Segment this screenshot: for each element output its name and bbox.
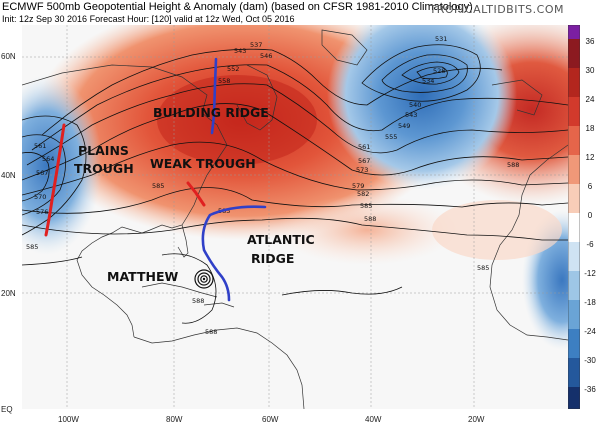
labrador-coast [236,64,278,131]
contour-label: 555 [385,133,397,141]
contour-label: 543 [234,47,246,55]
colorbar-label: 36 [585,37,595,46]
contour-labels: 531 528 534 540 543 549 555 561 567 573 … [26,35,519,336]
colorbar-label: -18 [584,298,596,307]
contour-label: 540 [409,101,421,109]
contour-label: 567 [358,157,370,165]
contour-label: 588 [205,328,217,336]
building-ridge-annotation: BUILDING RIDGE [153,105,269,120]
greenland-coast [321,29,368,66]
weak-trough-axis [186,181,206,207]
lon-label-40w: 40W [365,415,382,424]
contour-label: 561 [358,143,370,151]
plains-trough-annotation-line2: TROUGH [74,161,134,176]
building-ridge-axis [210,57,218,135]
colorbar-label: -36 [584,385,596,394]
ridge-markers [201,57,267,302]
lat-label-60n: 60N [1,52,16,61]
contour-label: 579 [352,182,364,190]
colorbar-label: 30 [585,66,595,75]
atlantic-ridge-axis [201,205,267,302]
contour-label: 573 [356,166,368,174]
colorbar-label: 18 [585,124,595,133]
contour-label: 552 [227,65,239,73]
source-credit: TROPICALTIDBITS.COM [429,3,564,16]
colorbar-label: 0 [587,211,593,220]
map-subtitle: Init: 12z Sep 30 2016 Forecast Hour: [12… [2,14,295,24]
contour-label: 588 [364,215,376,223]
hurricane-matthew-symbol [194,269,214,289]
contour-label: 564 [42,155,54,163]
coastlines [22,29,568,409]
lat-label-40n: 40N [1,171,16,180]
south-america-coast [133,327,305,409]
caribbean-islands [141,282,235,308]
contour-label: 537 [250,41,262,49]
colorbar-label: 24 [585,95,595,104]
contour-label: 588 [507,161,519,169]
colorbar-label: -24 [584,327,596,336]
height-contours [22,44,568,324]
africa-europe-coast [489,144,568,341]
florida-coast [177,224,189,258]
colorbar-label: 12 [585,153,595,162]
weak-trough-annotation: WEAK TROUGH [150,156,256,171]
positive-anomaly-east-atlantic [432,200,562,260]
contour-label: 528 [433,67,445,75]
contour-label: 585 [152,182,164,190]
trough-markers [44,123,206,237]
map-title: ECMWF 500mb Geopotential Height & Anomal… [2,1,473,13]
contour-label: 534 [422,77,434,85]
contour-label: 585 [360,202,372,210]
colorbar-label: -6 [586,240,594,249]
lat-label-20n: 20N [1,289,16,298]
plains-trough-annotation-line1: PLAINS [78,143,129,158]
positive-anomaly-atlantic [277,195,457,265]
contour-label: 549 [398,122,410,130]
atlantic-ridge-annotation-line2: RIDGE [251,251,295,266]
contour-label: 531 [435,35,447,43]
contour-label: 585 [477,264,489,272]
contour-label: 543 [405,111,417,119]
contour-label: 582 [357,190,369,198]
contour-label: 546 [260,52,272,60]
negative-anomaly-west [22,75,102,255]
matthew-annotation: MATTHEW [107,269,179,284]
lon-label-20w: 20W [468,415,485,424]
lon-label-80w: 80W [166,415,183,424]
contour-label: 576 [36,208,48,216]
lon-label-60w: 60W [262,415,279,424]
anomaly-colorbar [568,25,580,409]
atlantic-ridge-annotation-line1: ATLANTIC [247,232,315,247]
anomaly-map: 531 528 534 540 543 549 555 561 567 573 … [22,25,568,409]
contour-label: 588 [192,297,204,305]
contour-label: 561 [34,142,46,150]
contour-label: 570 [34,193,46,201]
colorbar-label: -30 [584,356,596,365]
contour-label: 585 [26,243,38,251]
anomaly-shading [22,25,568,350]
colorbar-label: 6 [587,182,593,191]
north-america-coast [22,64,228,338]
contour-label: 558 [218,77,230,85]
lon-label-100w: 100W [58,415,79,424]
british-isles [491,79,543,116]
colorbar-label: -12 [584,269,596,278]
plains-trough-axis [44,123,66,237]
positive-anomaly-core [157,75,317,165]
lat-label-eq: EQ [1,405,13,414]
contour-label: 567 [36,169,48,177]
negative-anomaly-north-atlantic [327,25,517,190]
